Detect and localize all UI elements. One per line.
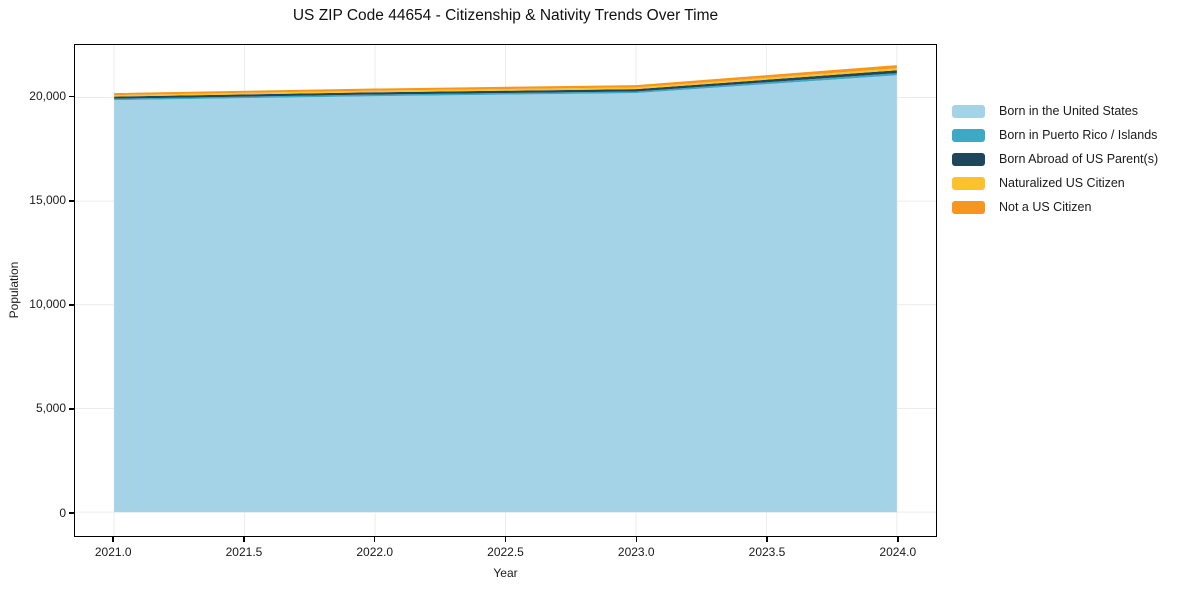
x-tick-label: 2022.5 bbox=[487, 545, 524, 559]
legend-swatch-not-a-us-citizen bbox=[952, 200, 985, 214]
x-tick-mark bbox=[373, 537, 376, 542]
legend-label: Not a US Citizen bbox=[999, 200, 1092, 214]
area-not-a-us-citizen bbox=[114, 65, 897, 96]
y-tick-mark bbox=[69, 200, 74, 202]
y-tick-label: 10,000 bbox=[29, 297, 66, 312]
legend-swatch-born-in-puerto-rico-islands bbox=[952, 128, 985, 142]
legend-item: Born Abroad of US Parent(s) bbox=[952, 152, 1158, 166]
stacked-area-plot bbox=[75, 45, 936, 536]
x-tick-mark bbox=[504, 537, 507, 542]
legend-swatch-born-abroad-of-us-parent-s bbox=[952, 152, 985, 166]
legend: Born in the United States Born in Puerto … bbox=[952, 104, 1158, 214]
x-tick-mark bbox=[243, 537, 245, 542]
x-tick-label: 2021.0 bbox=[94, 545, 132, 559]
plot-area bbox=[74, 44, 937, 537]
x-tick-mark bbox=[766, 537, 768, 542]
area-born-in-the-united-states bbox=[114, 75, 897, 513]
x-tick-label: 2021.5 bbox=[225, 545, 263, 559]
x-tick-label: 2023.5 bbox=[748, 545, 786, 559]
legend-label: Born in Puerto Rico / Islands bbox=[999, 128, 1158, 142]
y-tick-mark bbox=[69, 95, 74, 98]
x-tick-label: 2022.0 bbox=[356, 545, 394, 559]
legend-label: Born in the United States bbox=[999, 104, 1138, 118]
area-born-in-puerto-rico-islands bbox=[114, 73, 897, 101]
legend-item: Naturalized US Citizen bbox=[952, 176, 1158, 190]
x-tick-mark bbox=[897, 537, 899, 542]
y-tick-label: 0 bbox=[59, 505, 66, 520]
legend-item: Born in the United States bbox=[952, 104, 1158, 118]
legend-swatch-naturalized-us-citizen bbox=[952, 176, 985, 190]
y-tick-label: 5,000 bbox=[35, 401, 66, 416]
chart-title: US ZIP Code 44654 - Citizenship & Nativi… bbox=[292, 7, 719, 24]
legend-label: Naturalized US Citizen bbox=[999, 176, 1125, 190]
legend-item: Not a US Citizen bbox=[952, 200, 1158, 214]
legend-swatch-born-in-the-united-states bbox=[952, 104, 985, 118]
legend-item: Born in Puerto Rico / Islands bbox=[952, 128, 1158, 142]
y-tick-mark bbox=[69, 304, 74, 306]
y-axis-label: Population bbox=[7, 261, 21, 319]
area-naturalized-us-citizen bbox=[114, 68, 897, 97]
x-tick-label: 2023.0 bbox=[617, 545, 655, 559]
legend-label: Born Abroad of US Parent(s) bbox=[999, 152, 1159, 166]
x-tick-mark bbox=[112, 537, 114, 542]
x-tick-mark bbox=[635, 537, 637, 542]
area-born-abroad-of-us-parent-s bbox=[114, 70, 897, 99]
y-tick-mark bbox=[69, 408, 74, 410]
x-axis-label: Year bbox=[493, 566, 518, 580]
y-tick-mark bbox=[69, 512, 74, 514]
x-tick-label: 2024.0 bbox=[879, 545, 917, 559]
y-tick-label: 15,000 bbox=[29, 193, 66, 208]
y-tick-label: 20,000 bbox=[29, 89, 66, 104]
